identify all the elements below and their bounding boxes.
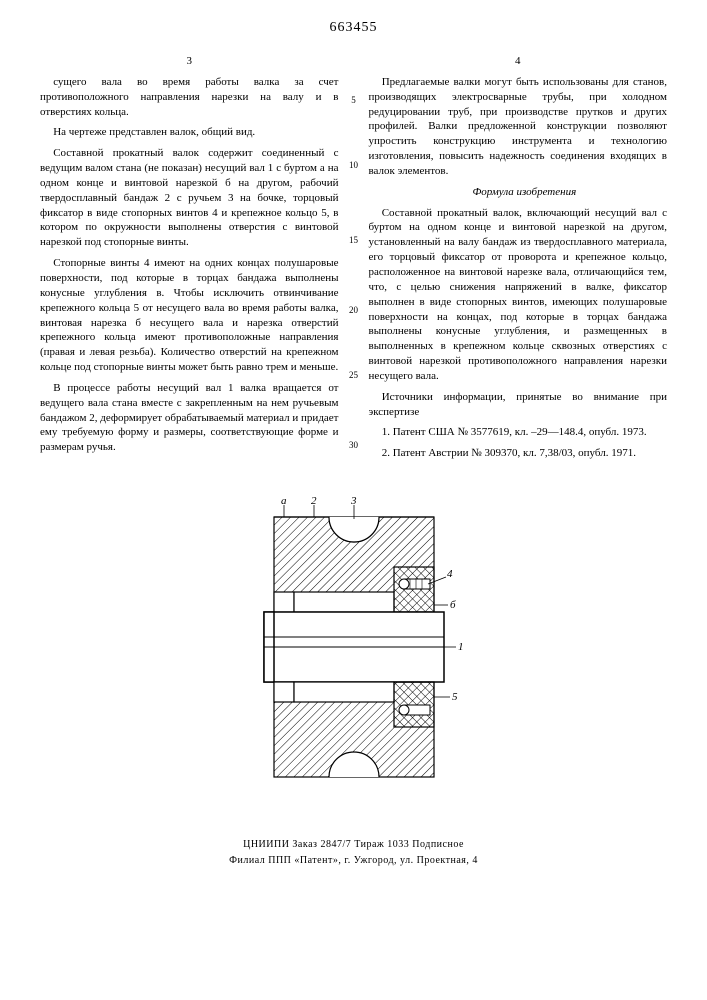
left-column: 3 сущего вала во время работы валка за с… <box>40 54 339 467</box>
sources-label: Источники информации, принятые во вниман… <box>369 390 668 420</box>
label-a: а <box>281 497 287 507</box>
line-marker: 15 <box>346 235 362 245</box>
left-col-number: 3 <box>40 54 339 69</box>
line-marker: 20 <box>346 305 362 315</box>
document-number: 663455 <box>40 20 667 36</box>
label-b: б <box>450 599 456 611</box>
label-3: 3 <box>350 497 357 507</box>
figure: а 2 3 4 б 1 5 <box>40 497 667 797</box>
line-marker: 10 <box>346 160 362 170</box>
label-4: 4 <box>447 568 453 580</box>
source-2: 2. Патент Австрии № 309370, кл. 7,38/03,… <box>369 446 668 461</box>
line-marker: 5 <box>346 95 362 105</box>
line-marker: 30 <box>346 440 362 450</box>
roll-diagram: а 2 3 4 б 1 5 <box>234 497 474 797</box>
formula-title: Формула изобретения <box>369 185 668 200</box>
left-p4: Стопорные винты 4 имеют на одних концах … <box>40 256 339 375</box>
right-col-number: 4 <box>369 54 668 69</box>
imprint-line1: ЦНИИПИ Заказ 2847/7 Тираж 1033 Подписное <box>40 837 667 853</box>
source-1: 1. Патент США № 3577619, кл. –29—148.4, … <box>369 425 668 440</box>
text-columns: 3 сущего вала во время работы валка за с… <box>40 54 667 467</box>
label-5: 5 <box>452 691 458 703</box>
left-p2: На чертеже представлен валок, общий вид. <box>40 125 339 140</box>
page: 663455 3 сущего вала во время работы вал… <box>0 0 707 1000</box>
line-marker: 25 <box>346 370 362 380</box>
imprint-line2: Филиал ППП «Патент», г. Ужгород, ул. Про… <box>40 853 667 869</box>
right-p2: Составной прокатный валок, включающий не… <box>369 206 668 384</box>
left-p3: Составной прокатный валок содержит соеди… <box>40 146 339 250</box>
right-column: 4 Предлагаемые валки могут быть использо… <box>369 54 668 467</box>
imprint: ЦНИИПИ Заказ 2847/7 Тираж 1033 Подписное… <box>40 837 667 869</box>
label-1: 1 <box>458 641 464 653</box>
label-2: 2 <box>311 497 317 507</box>
left-p5: В процессе работы несущий вал 1 валка вр… <box>40 381 339 455</box>
left-p1: сущего вала во время работы валка за сче… <box>40 75 339 120</box>
right-p1: Предлагаемые валки могут быть использова… <box>369 75 668 179</box>
